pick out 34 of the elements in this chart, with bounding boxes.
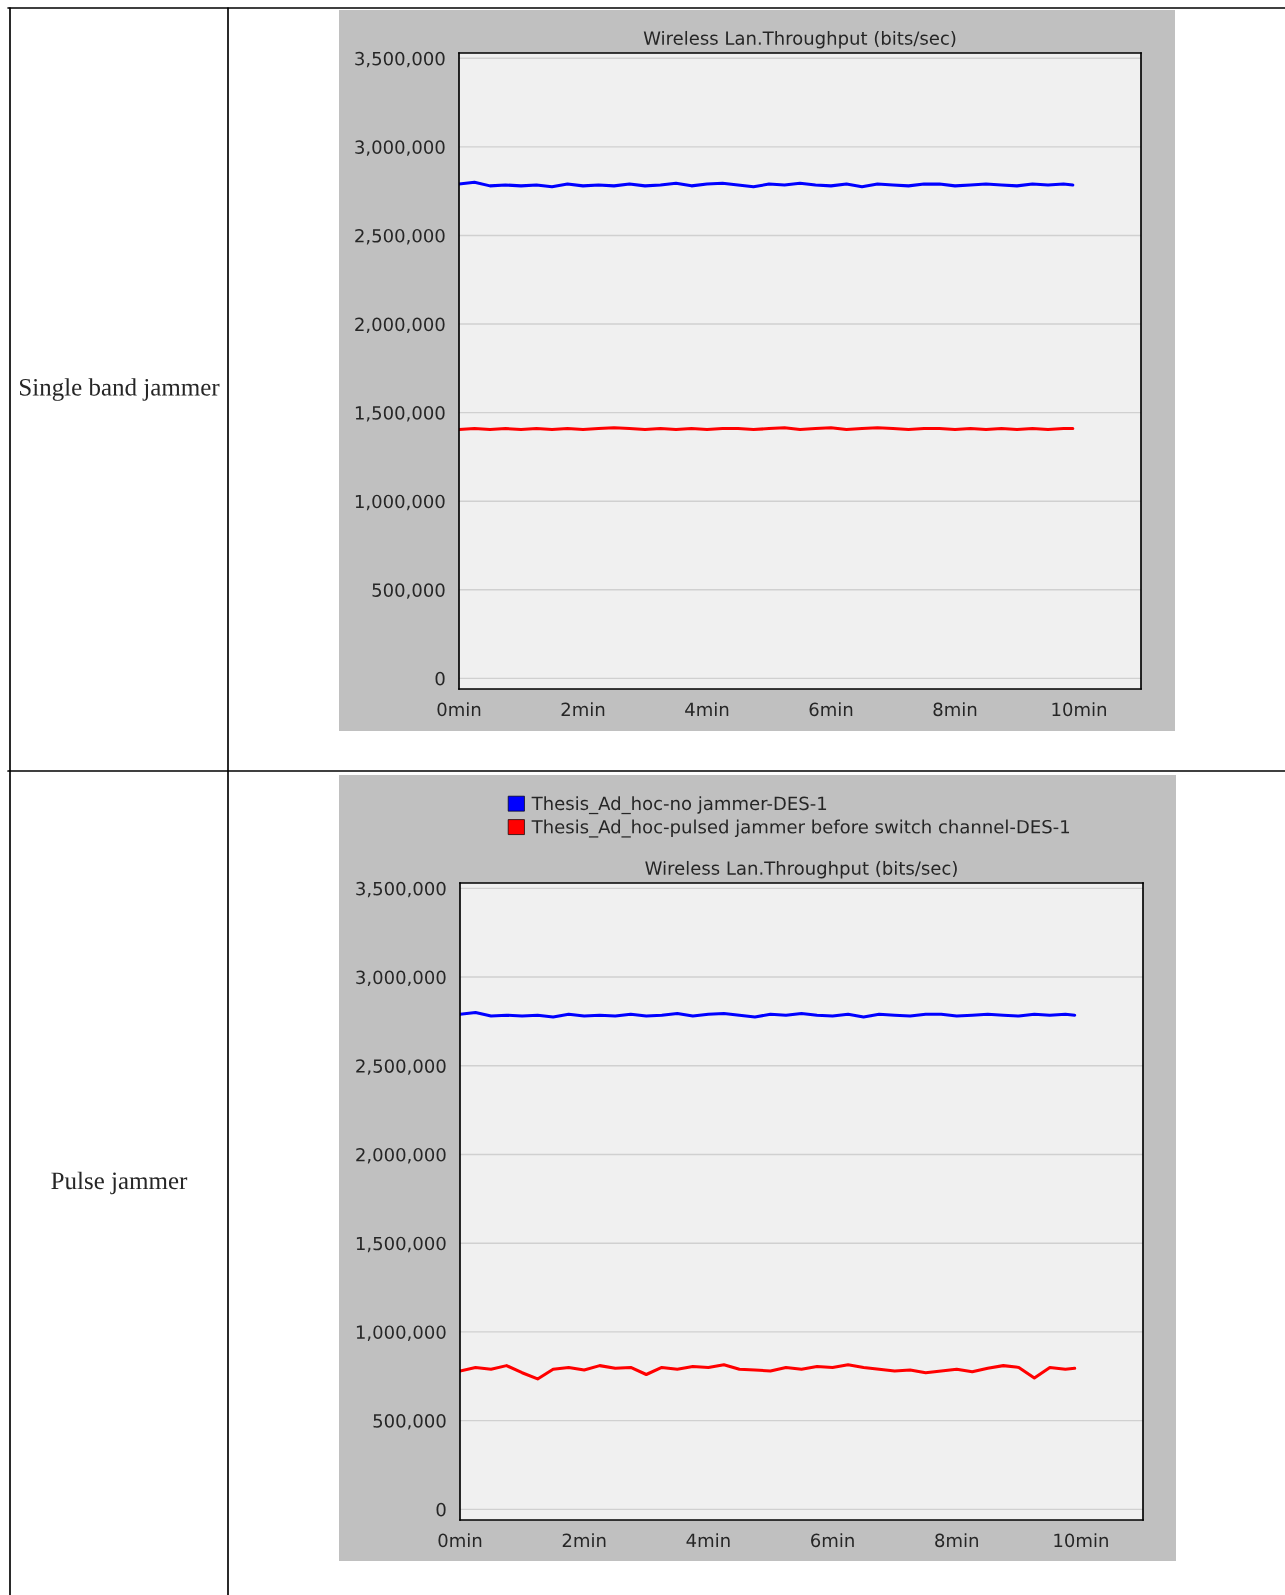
y-tick-label: 2,000,000	[355, 317, 445, 334]
y-tick-label: 3,000,000	[355, 140, 445, 156]
x-tick-label: 0min	[437, 702, 481, 717]
x-tick-label: 0min	[438, 1533, 482, 1548]
y-tick-label: 2,500,000	[356, 1059, 446, 1075]
text: Pulse jammer	[51, 1171, 188, 1195]
y-tick-label: 3,500,000	[355, 51, 445, 68]
x-tick-label: 4min	[686, 1533, 730, 1547]
y-tick-label: 1,000,000	[356, 1325, 446, 1341]
x-tick-label: 6min	[809, 702, 853, 717]
x-tick-label: 2min	[562, 1533, 606, 1547]
y-tick-label: 2,000,000	[356, 1147, 446, 1164]
x-tick-label: 8min	[935, 1533, 978, 1548]
x-tick-label: 10min	[1052, 702, 1106, 717]
x-tick-label: 2min	[561, 702, 605, 716]
chart-title: Wireless Lan.Throughput (bits/sec)	[643, 30, 956, 49]
legend-label: Thesis_Ad_hoc-pulsed jammer before switch channel-DES-1	[531, 819, 1070, 838]
legend-label: Thesis_Ad_hoc-no jammer-DES-1	[531, 796, 827, 815]
y-tick-label: 1,500,000	[356, 1236, 446, 1253]
x-tick-label: 4min	[685, 702, 729, 716]
x-tick-label: 6min	[811, 1533, 854, 1548]
y-tick-label: 1,500,000	[355, 406, 445, 422]
chart-title: Wireless Lan.Throughput (bits/sec)	[645, 860, 957, 879]
y-tick-label: 2,500,000	[355, 228, 445, 245]
text: Single band jammer	[20, 378, 220, 401]
y-tick-label: 500,000	[373, 1414, 446, 1430]
x-tick-label: 8min	[933, 702, 977, 717]
y-tick-label: 3,500,000	[356, 881, 446, 898]
x-tick-label: 10min	[1054, 1533, 1108, 1548]
y-tick-label: 500,000	[372, 583, 445, 599]
y-tick-label: 0	[435, 671, 445, 686]
y-tick-label: 0	[436, 1502, 446, 1517]
y-tick-label: 1,000,000	[355, 494, 445, 511]
y-tick-label: 3,000,000	[356, 970, 446, 986]
